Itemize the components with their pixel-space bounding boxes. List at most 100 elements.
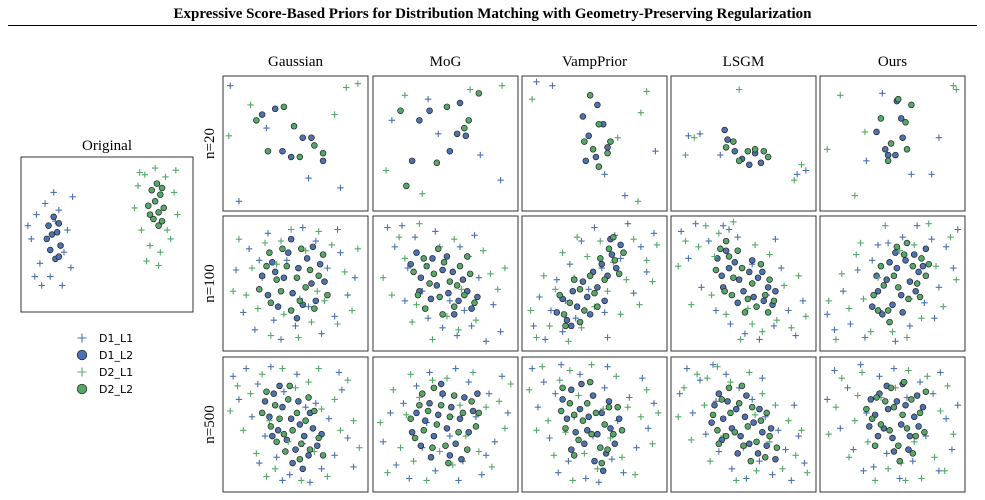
panel-ours-n20-point-d2-l1-1	[824, 146, 831, 153]
panel-vampprior-n100-point-d1-l2-12	[612, 264, 620, 272]
panel-lsgm-n100-point-d2-l1-17	[795, 272, 802, 279]
panel-gaussian-n500-point-d2-l2-7	[289, 427, 296, 434]
panel-mog-n500-point-d2-l2-2	[416, 401, 423, 409]
panel-ours-n100-point-d2-l2-8	[909, 262, 917, 270]
panel-gaussian-n20-point-d1-l1-0	[227, 82, 234, 89]
panel-lsgm-n100-point-d2-l1-7	[722, 311, 730, 318]
panel-mog-n20-point-d2-l2-0	[397, 107, 404, 114]
panel-ours-n500-point-d2-l1-21	[902, 477, 909, 484]
panel-mog-n100-point-d1-l1-14	[482, 338, 490, 345]
panel-ours-n500-point-d2-l1-9	[884, 465, 892, 473]
panel-ours-n100-point-d1-l2-0	[868, 303, 876, 310]
panel-gaussian-n100-point-d2-l1-4	[254, 305, 261, 312]
panel-mog-n500-point-d2-l2-7	[437, 401, 445, 409]
panel-lsgm-n100-point-d2-l2-7	[744, 295, 752, 303]
panel-lsgm-n500-point-d2-l2-13	[766, 432, 773, 440]
panel-ours-n500-point-d1-l1-0	[824, 396, 831, 403]
panel-ours-n20-point-d2-l1-2	[851, 192, 858, 199]
panel-ours-n500-point-d1-l2-15	[919, 403, 927, 411]
panel-ours-n500-point-d1-l1-22	[937, 369, 944, 376]
panel-mog-n500-point-d2-l2-0	[407, 415, 414, 422]
panel-gaussian-n100-point-d2-l2-4	[277, 287, 285, 295]
panel-vampprior-n20-point-d2-l1-3	[614, 134, 621, 141]
panel-gaussian-n100-point-d1-l2-16	[271, 268, 279, 276]
panel-lsgm-n500-point-d1-l2-11	[759, 428, 766, 436]
panel-gaussian-n500-point-d2-l2-11	[306, 446, 314, 453]
panel-mog-n500-point-d2-l2-12	[459, 409, 467, 417]
panel-original-point-d2-l2-8	[151, 198, 159, 205]
panel-vampprior-n100-point-d2-l2-12	[615, 270, 623, 278]
panel-ours-n100-point-d1-l1-4	[854, 266, 861, 274]
panel-vampprior-n100-point-d2-l1-20	[653, 241, 661, 249]
panel-mog-n500-point-d2-l1-3	[397, 444, 404, 451]
panel-original-point-d2-l1-0	[131, 204, 138, 212]
panel-ours-n100-point-d2-l2-13	[893, 243, 901, 251]
panel-ours-n100-point-d2-l1-7	[874, 274, 882, 281]
panel-gaussian-n500-point-d2-l2-0	[258, 409, 266, 417]
panel-vampprior-n20-point-d1-l2-2	[594, 101, 601, 109]
panel-vampprior-n500-point-d2-l2-7	[588, 430, 595, 438]
panel-gaussian-n100-point-d1-l2-0	[258, 272, 266, 280]
panel-vampprior-n500-point-d1-l2-0	[559, 396, 566, 403]
panel-gaussian-n500-point-d1-l1-3	[248, 413, 256, 420]
panel-ours-n20-point-d2-l1-3	[953, 86, 960, 93]
panel-lsgm-n100-point-d1-l1-13	[770, 322, 778, 330]
panel-gaussian-n100-point-d2-l2-2	[267, 299, 275, 307]
panel-ours-n100-point-d1-l1-20	[931, 315, 938, 322]
panel-lsgm-n100-point-d2-l2-5	[734, 247, 741, 254]
panel-ours-n500-point-d2-l2-12	[871, 442, 879, 449]
panel-gaussian-n100-point-d2-l1-12	[308, 318, 315, 326]
panel-vampprior-n100-point-d1-l1-0	[530, 322, 537, 330]
panel-ours-n100-point-d2-l2-3	[884, 307, 892, 314]
panel-ours-n100-point-d2-l1-12	[911, 241, 918, 249]
panel-lsgm-n500-point-d1-l1-11	[749, 396, 756, 403]
panel-mog-n100-point-d1-l1-19	[471, 232, 478, 239]
panel-mog-n500-point-d1-l1-22	[482, 452, 490, 459]
panel-ours-n100-point-d2-l2-15	[886, 318, 893, 326]
panel-mog-n100-point-d1-l1-9	[446, 297, 454, 305]
panel-vampprior-n500-point-d1-l1-13	[608, 456, 616, 463]
panel-ours-n500-point-d2-l1-3	[845, 454, 853, 461]
panel-gaussian-n500-point-d2-l1-11	[298, 477, 305, 484]
panel-mog-n500-point-d2-l2-17	[445, 459, 452, 467]
panel-vampprior-n20-point-d2-l2-4	[604, 149, 611, 157]
panel-ours-n100-point-d1-l1-10	[899, 234, 906, 241]
panel-ours-n20-point-d2-l2-3	[908, 101, 915, 109]
panel-lsgm-n500-point-d2-l1-21	[704, 375, 711, 382]
panel-lsgm-n100-point-d2-l2-9	[753, 303, 760, 310]
panel-vampprior-n100-point-d1-l2-14	[586, 311, 594, 318]
panel-ours-n500-point-d2-l2-5	[890, 403, 898, 411]
panel-lsgm-n500-point-d2-l1-3	[693, 371, 701, 378]
panel-vampprior-n500-point-d1-l2-5	[581, 440, 588, 448]
panel-gaussian-n100-point-d2-l2-3	[273, 276, 280, 283]
panel-gaussian-n100-point-d2-l2-17	[266, 249, 273, 256]
panel-lsgm-n100-point-d1-l1-9	[741, 330, 749, 337]
panel-vampprior-n500-point-d1-l2-8	[594, 430, 601, 438]
panel-vampprior-n500-point-d2-l1-12	[600, 405, 607, 413]
panel-gaussian-n100-point-d2-l2-1	[263, 262, 270, 270]
panel-ours-n500-point-d2-l1-19	[950, 430, 957, 438]
panel-mog-n500-point-d2-l2-10	[450, 392, 458, 399]
panel-ours-n500-point-d2-l2-19	[922, 388, 930, 395]
panel-lsgm-n100-point-d2-l2-16	[764, 309, 772, 316]
panel-original-point-d2-l1-8	[167, 235, 174, 243]
panel-lsgm-n100-point-d1-l2-8	[750, 293, 757, 301]
panel-mog-n500-point-d2-l2-8	[442, 442, 449, 449]
panel-ours-n500-point-d1-l2-14	[905, 446, 912, 453]
panel-ours-n500-point-d2-l2-13	[887, 384, 895, 392]
panel-gaussian-n100-point-d1-l1-18	[351, 274, 359, 281]
panel-lsgm-n100-point-d1-l2-17	[772, 287, 779, 295]
panel-lsgm-n500-point-d1-l2-0	[711, 401, 718, 409]
panel-lsgm-n100-point-d2-l2-13	[770, 297, 778, 305]
panel-gaussian-n100-point-d2-l2-6	[287, 307, 295, 314]
panel-mog-n100-point-d1-l2-13	[427, 295, 435, 303]
panel-lsgm-n100-point-d1-l1-8	[734, 234, 741, 241]
panel-vampprior-n100-point-d2-l1-11	[597, 237, 604, 245]
panel-mog-n100-point-d2-l2-12	[471, 299, 478, 307]
panel-gaussian-n100-point-d1-l2-5	[285, 249, 292, 256]
panel-vampprior-n500-point-d2-l1-10	[588, 361, 595, 368]
panel-original-point-d1-l1-1	[33, 211, 40, 218]
panel-mog-n500-point-d2-l1-12	[456, 402, 464, 409]
panel-lsgm-n20-point-d1-l2-4	[757, 159, 765, 167]
